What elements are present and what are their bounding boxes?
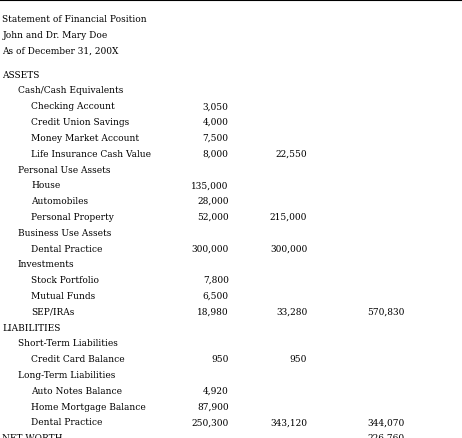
- Text: Personal Use Assets: Personal Use Assets: [18, 165, 110, 174]
- Text: 226,760: 226,760: [367, 433, 404, 438]
- Text: Dental Practice: Dental Practice: [31, 244, 103, 253]
- Text: 300,000: 300,000: [270, 244, 307, 253]
- Text: House: House: [31, 181, 61, 190]
- Text: ASSETS: ASSETS: [2, 71, 40, 80]
- Text: Checking Account: Checking Account: [31, 102, 115, 111]
- Text: 950: 950: [211, 354, 229, 364]
- Text: 52,000: 52,000: [197, 212, 229, 222]
- Text: 300,000: 300,000: [191, 244, 229, 253]
- Text: 344,070: 344,070: [367, 417, 404, 427]
- Text: Long-Term Liabilities: Long-Term Liabilities: [18, 370, 115, 379]
- Text: 33,280: 33,280: [276, 307, 307, 316]
- Text: Automobiles: Automobiles: [31, 197, 89, 206]
- Text: Investments: Investments: [18, 260, 74, 269]
- Text: LIABILITIES: LIABILITIES: [2, 323, 61, 332]
- Text: 250,300: 250,300: [191, 417, 229, 427]
- Text: Statement of Financial Position: Statement of Financial Position: [2, 15, 147, 25]
- Text: Auto Notes Balance: Auto Notes Balance: [31, 386, 122, 395]
- Text: John and Dr. Mary Doe: John and Dr. Mary Doe: [2, 31, 108, 40]
- Text: 7,800: 7,800: [203, 276, 229, 285]
- Text: As of December 31, 200X: As of December 31, 200X: [2, 47, 119, 56]
- Text: Business Use Assets: Business Use Assets: [18, 228, 111, 237]
- Text: Money Market Account: Money Market Account: [31, 134, 140, 143]
- Text: 87,900: 87,900: [197, 402, 229, 411]
- Text: Home Mortgage Balance: Home Mortgage Balance: [31, 402, 146, 411]
- Text: 3,050: 3,050: [203, 102, 229, 111]
- Text: Credit Card Balance: Credit Card Balance: [31, 354, 125, 364]
- Text: Short-Term Liabilities: Short-Term Liabilities: [18, 339, 117, 348]
- Text: 135,000: 135,000: [191, 181, 229, 190]
- Text: Mutual Funds: Mutual Funds: [31, 291, 96, 300]
- Text: 8,000: 8,000: [203, 149, 229, 159]
- Text: Credit Union Savings: Credit Union Savings: [31, 118, 130, 127]
- Text: 7,500: 7,500: [203, 134, 229, 143]
- Text: 18,980: 18,980: [197, 307, 229, 316]
- Text: Cash/Cash Equivalents: Cash/Cash Equivalents: [18, 86, 123, 95]
- Text: 215,000: 215,000: [270, 212, 307, 222]
- Text: 22,550: 22,550: [276, 149, 307, 159]
- Text: Dental Practice: Dental Practice: [31, 417, 103, 427]
- Text: 570,830: 570,830: [367, 307, 404, 316]
- Text: Stock Portfolio: Stock Portfolio: [31, 276, 99, 285]
- Text: 4,000: 4,000: [203, 118, 229, 127]
- Text: 4,920: 4,920: [203, 386, 229, 395]
- Text: 28,000: 28,000: [197, 197, 229, 206]
- Text: SEP/IRAs: SEP/IRAs: [31, 307, 75, 316]
- Text: Life Insurance Cash Value: Life Insurance Cash Value: [31, 149, 152, 159]
- Text: Personal Property: Personal Property: [31, 212, 114, 222]
- Text: 343,120: 343,120: [270, 417, 307, 427]
- Text: NET WORTH: NET WORTH: [2, 433, 63, 438]
- Text: 950: 950: [290, 354, 307, 364]
- Text: 6,500: 6,500: [203, 291, 229, 300]
